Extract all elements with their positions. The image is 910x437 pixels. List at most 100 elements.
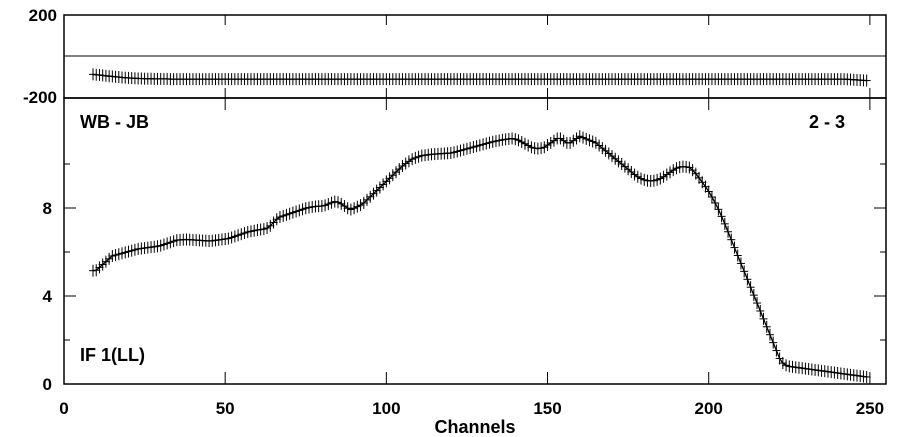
amplitude-point xyxy=(611,152,620,165)
x-axis-title: Channels xyxy=(434,417,515,437)
amplitude-point xyxy=(662,168,671,181)
amplitude-point xyxy=(598,142,607,155)
amplitude-point xyxy=(285,207,294,220)
amplitude-point xyxy=(121,246,130,259)
amplitude-point xyxy=(363,193,372,206)
amplitude-point xyxy=(582,132,591,145)
amplitude-point xyxy=(101,255,110,268)
amplitude-point xyxy=(633,170,642,183)
amplitude-point xyxy=(595,139,604,152)
amplitude-point xyxy=(488,135,497,148)
amplitude-point xyxy=(118,247,127,260)
amplitude-point xyxy=(263,222,272,235)
amplitude-point xyxy=(346,203,355,216)
amplitude-point xyxy=(482,137,491,150)
x-tick-label: 250 xyxy=(856,399,884,418)
amplitude-point xyxy=(475,139,484,152)
y-tick-label: 0 xyxy=(43,375,52,394)
amplitude-point xyxy=(459,143,468,156)
x-tick-label: 50 xyxy=(216,399,235,418)
amplitude-point xyxy=(130,243,139,256)
amplitude-point xyxy=(520,137,529,150)
amplitude-point xyxy=(569,134,578,147)
amplitude-point xyxy=(627,165,636,178)
amplitude-point xyxy=(472,140,481,153)
y-tick-label: 4 xyxy=(43,287,53,306)
amplitude-point xyxy=(359,196,368,209)
amplitude-point xyxy=(105,252,114,265)
amplitude-point xyxy=(730,241,739,254)
amplitude-point xyxy=(385,172,394,185)
amplitude-series xyxy=(89,130,871,383)
amplitude-point xyxy=(549,134,558,147)
phase-panel: 200 -200 xyxy=(23,6,887,107)
amplitude-point xyxy=(778,357,787,370)
amplitude-point xyxy=(295,204,304,217)
amplitude-point xyxy=(224,232,233,245)
amplitude-point xyxy=(392,166,401,179)
amplitude-point xyxy=(169,235,178,248)
amplitude-point xyxy=(772,344,781,357)
amplitude-line xyxy=(92,135,867,378)
amplitude-point xyxy=(298,203,307,216)
x-tick-label: 0 xyxy=(59,399,68,418)
amplitude-point xyxy=(353,200,362,213)
phase-series xyxy=(89,68,871,87)
if-label: IF 1(LL) xyxy=(80,345,145,365)
amplitude-point xyxy=(414,150,423,163)
amplitude-point xyxy=(601,144,610,157)
amplitude-point xyxy=(156,239,165,252)
amplitude-point xyxy=(250,224,259,237)
amplitude-point xyxy=(330,195,339,208)
amplitude-point xyxy=(279,209,288,222)
amplitude-point xyxy=(614,155,623,168)
amplitude-point xyxy=(585,134,594,147)
amplitude-point xyxy=(321,199,330,212)
amplitude-point xyxy=(720,217,729,230)
amplitude-point xyxy=(124,245,133,258)
amplitude-point xyxy=(379,178,388,191)
amplitude-point xyxy=(575,130,584,143)
phase-ytick-label-top: 200 xyxy=(29,6,57,25)
amplitude-point xyxy=(591,136,600,149)
amplitude-point xyxy=(388,169,397,182)
phase-ytick-label-bottom: -200 xyxy=(23,88,57,107)
amplitude-point xyxy=(240,227,249,240)
amplitude-point xyxy=(159,238,168,251)
amplitude-point xyxy=(292,205,301,218)
amplitude-point xyxy=(462,142,471,155)
amplitude-point xyxy=(356,199,365,212)
amplitude-point xyxy=(398,159,407,172)
baseline-label: WB - JB xyxy=(80,112,149,132)
amplitude-point xyxy=(404,155,413,168)
amplitude-point xyxy=(685,161,694,174)
amplitude-point xyxy=(566,136,575,149)
amplitude-point xyxy=(395,163,404,176)
amplitude-point xyxy=(704,185,713,198)
amplitude-point xyxy=(495,134,504,147)
amplitude-point xyxy=(630,168,639,181)
amplitude-point xyxy=(375,181,384,194)
amplitude-point xyxy=(230,230,239,243)
phase-point xyxy=(862,74,871,87)
amplitude-point xyxy=(588,135,597,148)
amplitude-point xyxy=(707,191,716,203)
amplitude-point xyxy=(246,225,255,238)
amplitude-point xyxy=(485,136,494,149)
amplitude-point xyxy=(511,133,520,146)
amplitude-point xyxy=(266,219,275,232)
amplitude-point xyxy=(92,264,101,277)
amplitude-point xyxy=(546,136,555,149)
amplitude-point xyxy=(453,145,462,158)
amplitude-point xyxy=(578,131,587,144)
amplitude-point xyxy=(508,132,517,145)
amplitude-point xyxy=(108,249,117,262)
x-axis: 0 50 100 150 200 250 xyxy=(59,98,884,418)
amplitude-point xyxy=(450,146,459,159)
amplitude-point xyxy=(163,237,172,250)
amplitude-y-axis: 0 4 8 xyxy=(43,163,886,394)
amplitude-point xyxy=(727,233,736,246)
amplitude-point xyxy=(350,202,359,215)
amplitude-point xyxy=(572,132,581,145)
